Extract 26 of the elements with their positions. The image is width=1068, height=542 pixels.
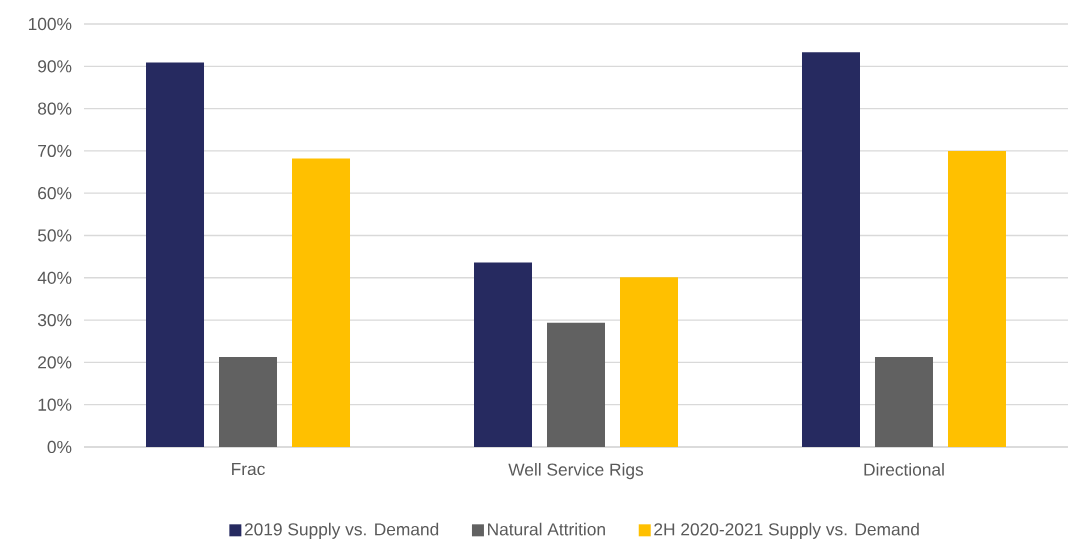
x-tick-label: Frac [232,463,265,476]
bar [948,150,1006,447]
bar [802,52,860,447]
y-tick-label: 40% [37,271,72,284]
y-tick-label: 30% [37,313,72,327]
bar [146,62,205,447]
x-tick-label: Directional [864,463,944,476]
y-tick-label: 10% [38,398,72,411]
y-tick-label: 90% [38,60,72,73]
y-tick-label: 20% [38,356,72,369]
y-tick-label: 0% [47,440,72,454]
bar [620,277,678,447]
y-tick-label: 80% [38,102,72,115]
bar [219,356,278,447]
y-tick-label: 100% [28,17,72,31]
x-tick-label: Well Service Rigs [508,463,644,480]
y-tick-label: 50% [37,229,72,242]
bar [474,262,532,447]
bar [292,158,351,447]
y-tick-label: 60% [38,187,72,200]
bar [875,356,933,447]
y-tick-label: 70% [38,144,72,158]
legend-label: 2H 2020-2021 Supply vs. Demand [654,522,919,539]
legend-label: 2019 Supply vs. Demand [244,522,439,539]
legend-label: Natural Attrition [488,522,605,536]
bar [547,322,605,447]
